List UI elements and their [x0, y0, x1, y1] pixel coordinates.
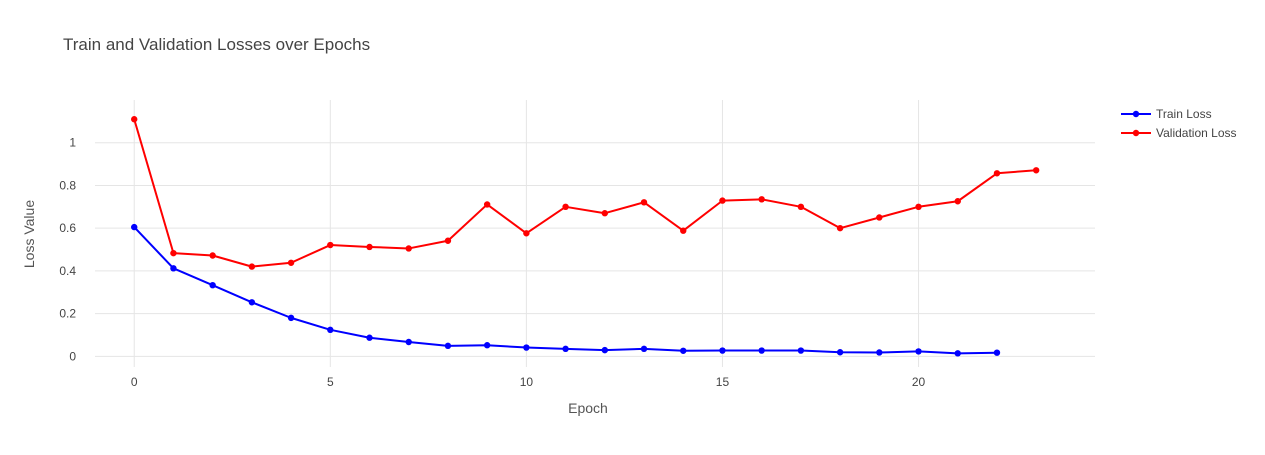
validation-loss-line — [133, 118, 1037, 268]
train-loss-point — [209, 281, 216, 289]
train-loss-point — [131, 223, 138, 231]
train-loss-point — [719, 347, 726, 354]
validation-loss-point — [327, 241, 334, 249]
train-loss-point — [680, 347, 687, 354]
validation-loss-point — [248, 263, 256, 270]
train-loss-point — [601, 346, 609, 354]
validation-loss-point — [915, 203, 922, 210]
train-loss-legend-label[interactable]: Train Loss — [1156, 107, 1212, 121]
validation-loss-point — [993, 170, 1001, 177]
x-tick-label: 5 — [327, 375, 334, 389]
validation-loss-point — [287, 259, 295, 266]
data-layer — [131, 116, 1040, 357]
validation-loss-point — [523, 230, 530, 237]
y-tick-label: 0.2 — [59, 307, 76, 321]
y-axis-title: Loss Value — [21, 200, 37, 268]
validation-loss-point — [405, 245, 412, 252]
validation-loss-point — [797, 203, 805, 210]
validation-loss-legend-marker — [1132, 129, 1140, 137]
train-loss-point — [170, 265, 177, 272]
validation-loss-point — [209, 252, 216, 259]
validation-loss-point — [601, 210, 609, 217]
chart-title: Train and Validation Losses over Epochs — [63, 35, 370, 54]
train-loss-point — [405, 338, 412, 346]
validation-loss-point — [758, 196, 765, 203]
validation-loss-point — [444, 237, 452, 244]
validation-loss-point — [1032, 167, 1040, 174]
train-loss-point — [640, 345, 648, 353]
validation-loss-point — [680, 227, 687, 234]
y-tick-label: 0.8 — [59, 178, 76, 192]
train-loss-point — [876, 349, 883, 356]
train-loss-point — [915, 348, 922, 355]
x-tick-label: 15 — [716, 375, 730, 389]
train-loss-point — [993, 349, 1001, 356]
train-loss-point — [797, 347, 805, 354]
y-tick-label: 0.4 — [59, 264, 76, 278]
validation-loss-point — [131, 116, 138, 123]
axis-layer: 0 5 10 15 20 0 0.2 0.4 0.6 0.8 1 — [59, 136, 925, 389]
validation-loss-point — [170, 249, 177, 257]
x-tick-label: 10 — [520, 375, 534, 389]
grid-layer — [95, 100, 1095, 367]
train-loss-point — [758, 347, 765, 354]
validation-loss-point — [562, 203, 569, 210]
train-loss-point — [366, 334, 373, 341]
y-tick-label: 0 — [69, 349, 76, 363]
train-loss-point — [523, 344, 530, 351]
y-tick-label: 1 — [69, 136, 76, 150]
train-loss-point — [836, 349, 844, 356]
legend: Train Loss Validation Loss — [1121, 107, 1237, 140]
x-axis-title: Epoch — [568, 400, 608, 416]
validation-loss-point — [483, 201, 491, 208]
train-loss-point — [444, 342, 452, 350]
y-tick-label: 0.6 — [59, 221, 76, 235]
train-loss-point — [287, 314, 295, 322]
x-tick-label: 0 — [131, 375, 138, 389]
train-loss-legend-marker — [1132, 110, 1140, 118]
train-loss-point — [954, 350, 961, 357]
train-loss-line — [133, 226, 997, 355]
validation-loss-legend-label[interactable]: Validation Loss — [1156, 126, 1237, 140]
validation-loss-point — [836, 224, 844, 232]
validation-loss-point — [719, 197, 726, 204]
validation-loss-point — [876, 214, 883, 221]
train-loss-point — [562, 345, 569, 353]
train-loss-point — [248, 299, 256, 306]
train-loss-point — [327, 326, 334, 334]
validation-loss-point — [366, 243, 373, 251]
train-loss-point — [483, 342, 491, 349]
validation-loss-point — [954, 198, 961, 205]
validation-loss-point — [640, 199, 648, 206]
x-tick-label: 20 — [912, 375, 926, 389]
